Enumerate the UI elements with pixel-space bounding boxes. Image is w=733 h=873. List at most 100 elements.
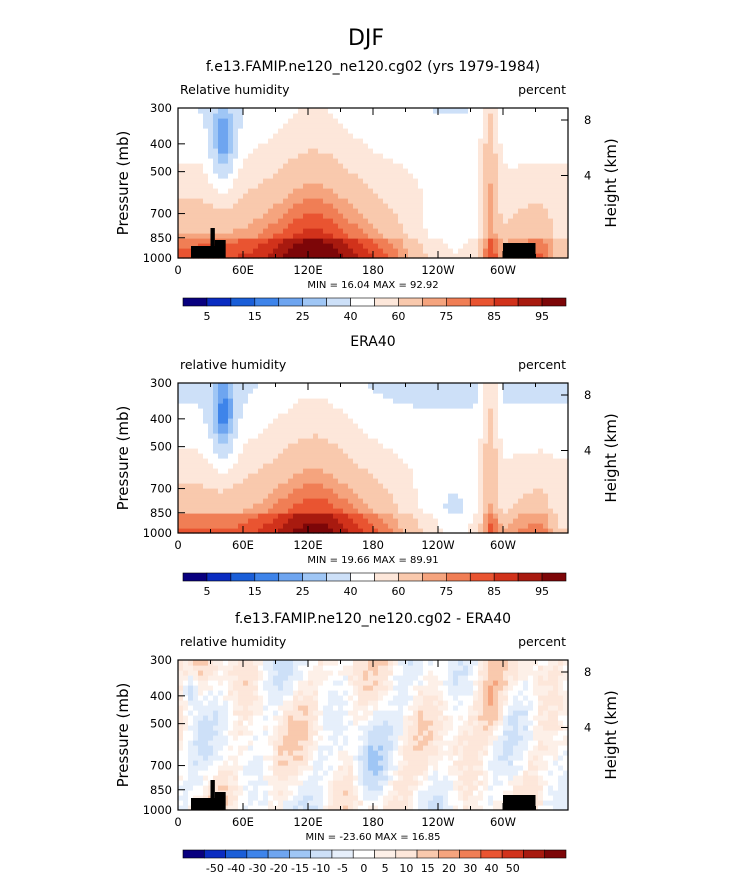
field-cell [193, 695, 199, 701]
field-cell [448, 223, 454, 229]
field-cell [203, 183, 209, 189]
field-cell [408, 398, 414, 404]
field-cell [448, 503, 454, 509]
field-cell [403, 158, 409, 164]
field-cell [278, 413, 284, 419]
field-cell [233, 483, 239, 489]
field-cell [543, 383, 549, 389]
field-cell [268, 493, 274, 499]
field-cell [238, 513, 244, 519]
field-cell [208, 393, 214, 399]
field-cell [188, 680, 194, 686]
field-cell [378, 108, 384, 114]
field-cell [293, 458, 299, 464]
field-cell [368, 433, 374, 439]
field-cell [248, 403, 254, 409]
field-cell [353, 113, 359, 119]
field-cell [418, 123, 424, 129]
field-cell [398, 228, 404, 234]
field-cell [383, 123, 389, 129]
field-cell [298, 468, 304, 474]
field-cell [223, 413, 229, 419]
field-cell [368, 158, 374, 164]
field-cell [413, 458, 419, 464]
field-cell [383, 498, 389, 504]
field-cell [368, 483, 374, 489]
field-cell [458, 488, 464, 494]
field-cell [533, 468, 539, 474]
field-cell [318, 513, 324, 519]
field-cell [513, 523, 519, 529]
field-cell [323, 188, 329, 194]
field-cell [558, 153, 564, 159]
field-cell [458, 448, 464, 454]
field-cell [223, 163, 229, 169]
field-cell [183, 670, 189, 676]
field-cell [193, 478, 199, 484]
field-cell [463, 478, 469, 484]
field-cell [278, 433, 284, 439]
field-cell [248, 173, 254, 179]
colorbar-swatch [541, 297, 567, 307]
field-cell [193, 113, 199, 119]
field-cell [458, 108, 464, 114]
field-cell [268, 108, 274, 114]
field-cell [328, 143, 334, 149]
field-cell [343, 398, 349, 404]
field-cell [503, 453, 509, 459]
field-cell [393, 413, 399, 419]
field-cell [303, 228, 309, 234]
field-cell [323, 383, 329, 389]
field-cell [423, 383, 429, 389]
field-cell [253, 523, 259, 529]
field-cell [203, 208, 209, 214]
field-cell [463, 438, 469, 444]
field-cell [413, 203, 419, 209]
field-cell [553, 148, 559, 154]
field-cell [293, 418, 299, 424]
field-cell [233, 168, 239, 174]
field-cell [538, 408, 544, 414]
field-cell [293, 468, 299, 474]
field-cell [263, 468, 269, 474]
field-cell [348, 238, 354, 244]
field-cell [343, 458, 349, 464]
field-cell [273, 418, 279, 424]
field-cell [368, 218, 374, 224]
field-cell [323, 248, 329, 254]
field-cell [443, 113, 449, 119]
field-cell [198, 453, 204, 459]
field-cell [523, 393, 529, 399]
field-cell [548, 393, 554, 399]
field-cell [293, 423, 299, 429]
field-cell [518, 483, 524, 489]
field-cell [303, 173, 309, 179]
field-cell [318, 433, 324, 439]
field-cell [553, 408, 559, 414]
field-cell [188, 755, 194, 761]
field-cell [488, 218, 494, 224]
field-cell [313, 388, 319, 394]
field-cell [238, 118, 244, 124]
field-cell [248, 398, 254, 404]
field-cell [528, 148, 534, 154]
field-cell [223, 388, 229, 394]
field-cell [538, 398, 544, 404]
field-cell [278, 233, 284, 239]
field-cell [448, 388, 454, 394]
field-cell [248, 498, 254, 504]
field-cell [418, 503, 424, 509]
field-cell [283, 488, 289, 494]
field-cell [323, 488, 329, 494]
field-cell [438, 173, 444, 179]
field-cell [408, 388, 414, 394]
field-cell [418, 178, 424, 184]
field-cell [508, 123, 514, 129]
field-cell [383, 188, 389, 194]
field-cell [198, 383, 204, 389]
field-cell [558, 508, 564, 514]
field-cell [413, 108, 419, 114]
field-cell [538, 453, 544, 459]
field-cell [178, 453, 184, 459]
field-cell [383, 488, 389, 494]
